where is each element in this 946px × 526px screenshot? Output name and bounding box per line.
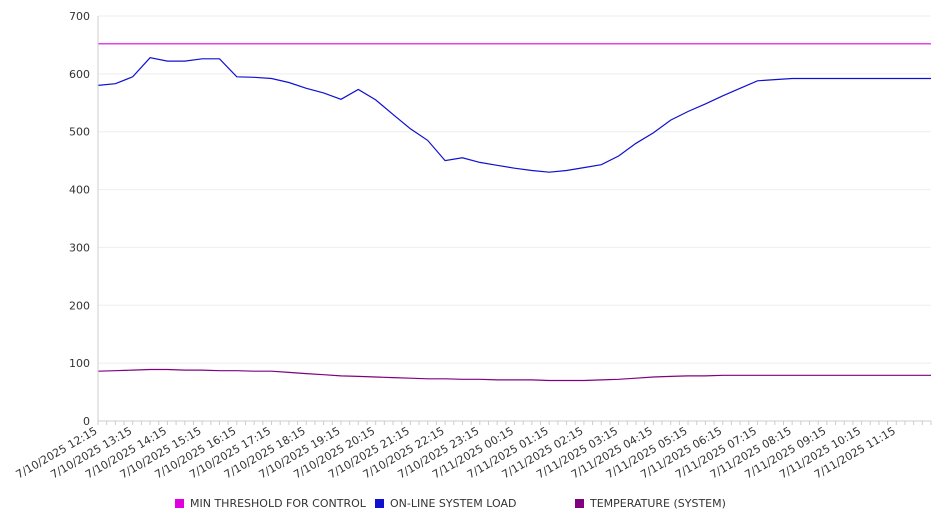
legend-label-temperature: TEMPERATURE (SYSTEM) — [590, 497, 726, 510]
legend: MIN THRESHOLD FOR CONTROL ON-LINE SYSTEM… — [0, 497, 946, 515]
series-lines — [97, 43, 931, 382]
legend-swatch-temperature — [575, 499, 584, 508]
y-tick-label: 400 — [69, 184, 90, 197]
y-tick-label: 100 — [69, 357, 90, 370]
y-tick-label: 200 — [69, 299, 90, 312]
y-tick-label: 600 — [69, 68, 90, 81]
legend-label-system-load: ON-LINE SYSTEM LOAD — [390, 497, 517, 510]
x-axis: 7/10/2025 12:157/10/2025 13:157/10/2025 … — [14, 421, 932, 481]
legend-item-temperature[interactable]: TEMPERATURE (SYSTEM) — [575, 497, 726, 510]
legend-item-min-threshold[interactable]: MIN THRESHOLD FOR CONTROL — [175, 497, 366, 510]
legend-item-system-load[interactable]: ON-LINE SYSTEM LOAD — [375, 497, 516, 510]
y-tick-label: 500 — [69, 126, 90, 139]
legend-swatch-min-threshold — [175, 499, 184, 508]
y-tick-label: 300 — [69, 241, 90, 254]
legend-swatch-system-load — [375, 499, 384, 508]
series-line-2 — [97, 368, 931, 382]
y-axis: 0 100 200 300 400 500 600 700 — [69, 10, 90, 428]
y-tick-label: 700 — [69, 10, 90, 23]
y-tick-label: 0 — [83, 415, 90, 428]
grid-lines — [98, 15, 931, 364]
legend-label-min-threshold: MIN THRESHOLD FOR CONTROL — [190, 497, 366, 510]
series-line-1 — [97, 57, 931, 173]
